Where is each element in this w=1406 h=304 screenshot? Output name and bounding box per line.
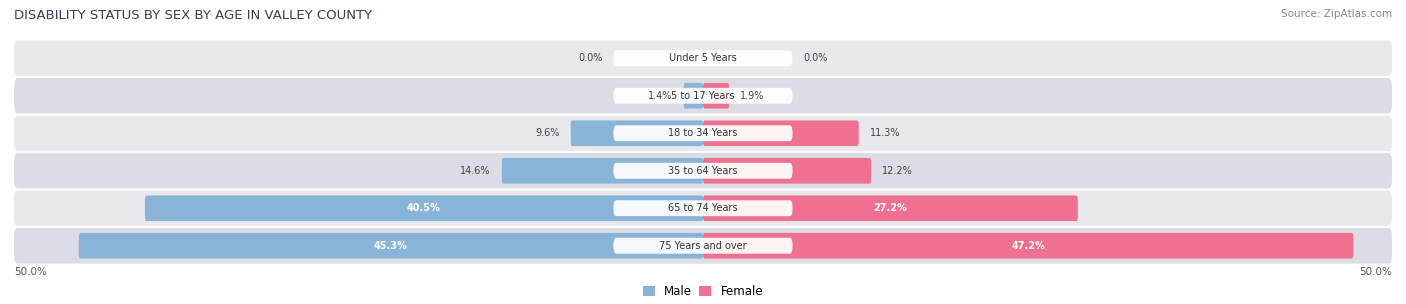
FancyBboxPatch shape — [683, 83, 703, 109]
Text: 40.5%: 40.5% — [408, 203, 441, 213]
FancyBboxPatch shape — [14, 190, 1392, 226]
Text: 12.2%: 12.2% — [882, 166, 912, 176]
FancyBboxPatch shape — [703, 195, 1078, 221]
Text: 50.0%: 50.0% — [14, 268, 46, 278]
FancyBboxPatch shape — [79, 233, 703, 259]
FancyBboxPatch shape — [613, 200, 793, 216]
Text: 45.3%: 45.3% — [374, 241, 408, 251]
FancyBboxPatch shape — [703, 83, 730, 109]
Text: 50.0%: 50.0% — [1360, 268, 1392, 278]
FancyBboxPatch shape — [502, 158, 703, 184]
Text: 0.0%: 0.0% — [804, 53, 828, 63]
FancyBboxPatch shape — [613, 163, 793, 179]
FancyBboxPatch shape — [613, 125, 793, 141]
Text: 65 to 74 Years: 65 to 74 Years — [668, 203, 738, 213]
Text: DISABILITY STATUS BY SEX BY AGE IN VALLEY COUNTY: DISABILITY STATUS BY SEX BY AGE IN VALLE… — [14, 9, 373, 22]
Text: 1.9%: 1.9% — [740, 91, 765, 101]
FancyBboxPatch shape — [703, 233, 1354, 259]
FancyBboxPatch shape — [703, 120, 859, 146]
Text: 9.6%: 9.6% — [536, 128, 560, 138]
Text: 1.4%: 1.4% — [648, 91, 672, 101]
FancyBboxPatch shape — [703, 158, 872, 184]
Text: 0.0%: 0.0% — [578, 53, 602, 63]
FancyBboxPatch shape — [14, 78, 1392, 114]
FancyBboxPatch shape — [613, 88, 793, 104]
FancyBboxPatch shape — [613, 238, 793, 254]
Text: 47.2%: 47.2% — [1011, 241, 1045, 251]
Text: 27.2%: 27.2% — [873, 203, 907, 213]
FancyBboxPatch shape — [14, 116, 1392, 151]
FancyBboxPatch shape — [14, 153, 1392, 188]
Text: 14.6%: 14.6% — [460, 166, 491, 176]
FancyBboxPatch shape — [14, 228, 1392, 264]
FancyBboxPatch shape — [613, 50, 793, 66]
FancyBboxPatch shape — [14, 40, 1392, 76]
Legend: Male, Female: Male, Female — [643, 285, 763, 298]
FancyBboxPatch shape — [145, 195, 703, 221]
Text: 18 to 34 Years: 18 to 34 Years — [668, 128, 738, 138]
Text: Source: ZipAtlas.com: Source: ZipAtlas.com — [1281, 9, 1392, 19]
Text: Under 5 Years: Under 5 Years — [669, 53, 737, 63]
Text: 35 to 64 Years: 35 to 64 Years — [668, 166, 738, 176]
Text: 11.3%: 11.3% — [870, 128, 900, 138]
FancyBboxPatch shape — [571, 120, 703, 146]
Text: 5 to 17 Years: 5 to 17 Years — [671, 91, 735, 101]
Text: 75 Years and over: 75 Years and over — [659, 241, 747, 251]
